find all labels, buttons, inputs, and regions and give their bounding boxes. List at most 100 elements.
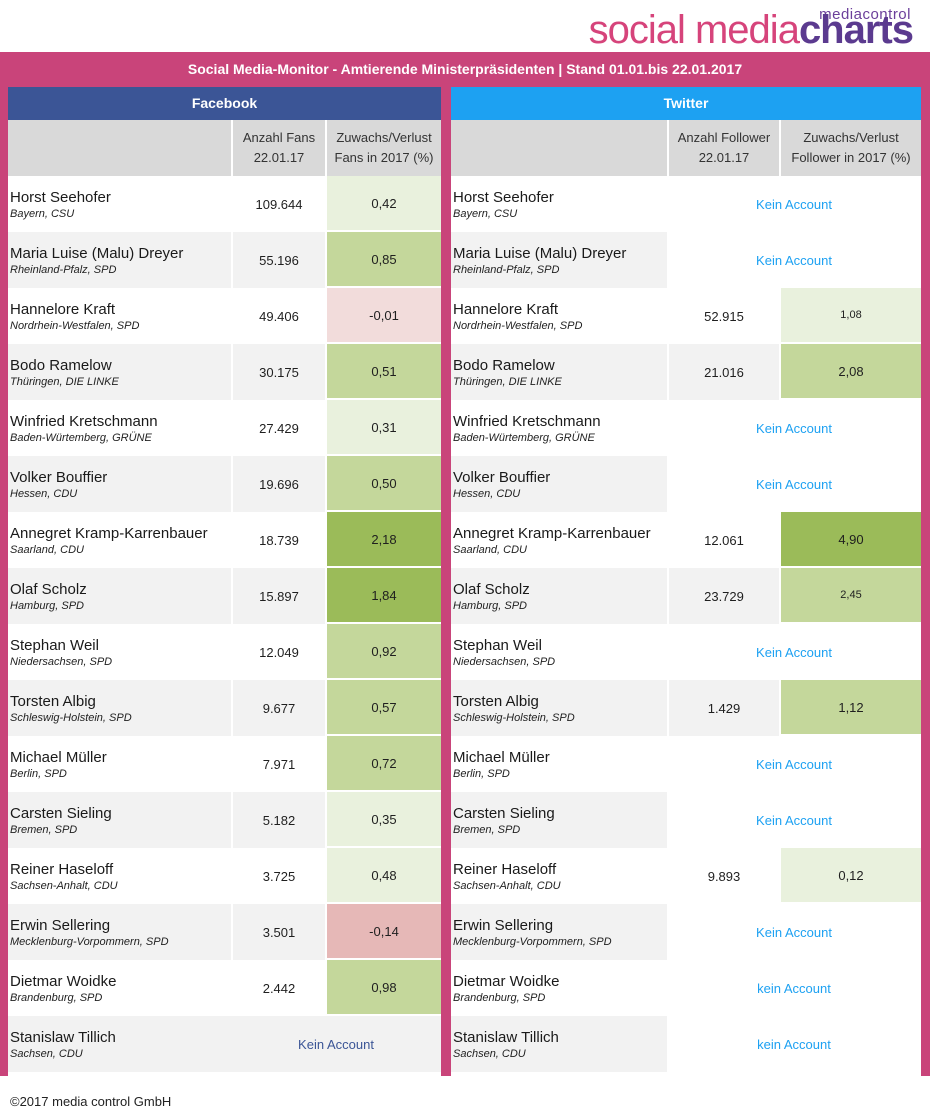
person-name: Stephan Weil	[10, 636, 99, 654]
copyright: ©2017 media control GmbH	[10, 1094, 172, 1109]
change-cell: 1,08	[779, 288, 921, 344]
no-account-label: kein Account	[757, 980, 831, 996]
logo-mediacontrol: mediacontrol	[819, 6, 911, 23]
change-cell: 4,90	[779, 512, 921, 568]
facebook-rows: Horst Seehofer Bayern, CSU 109.644 0,42 Mari…	[8, 176, 441, 1072]
count-cell: 5.182	[231, 792, 325, 848]
person-name: Hannelore Kraft	[10, 300, 116, 318]
person-cell: Erwin Sellering Mecklenburg-Vorpommern, S…	[8, 904, 231, 960]
person-cell: Torsten Albig Schleswig-Holstein, SPD	[451, 680, 667, 736]
person-region: Schleswig-Holstein, SPD	[453, 711, 575, 724]
table-row: Horst Seehofer Bayern, CSU 109.644 0,42	[8, 176, 441, 232]
person-cell: Michael Müller Berlin, SPD	[8, 736, 231, 792]
count-cell: 3.725	[231, 848, 325, 904]
person-name: Reiner Haseloff	[453, 860, 557, 878]
count-cell: 9.893	[667, 848, 779, 904]
table-row: Stephan Weil Niedersachsen, SPD 12.049 0,92	[8, 624, 441, 680]
person-region: Schleswig-Holstein, SPD	[10, 711, 132, 724]
count-cell: 23.729	[667, 568, 779, 624]
person-cell: Erwin Sellering Mecklenburg-Vorpommern, S…	[451, 904, 667, 960]
table-row: Dietmar Woidke Brandenburg, SPD kein Accou…	[451, 960, 921, 1016]
count-cell: 30.175	[231, 344, 325, 400]
person-cell: Maria Luise (Malu) Dreyer Rheinland-Pfalz…	[451, 232, 667, 288]
table-row: Horst Seehofer Bayern, CSU Kein Account	[451, 176, 921, 232]
table-row: Carsten Sieling Bremen, SPD Kein Account	[451, 792, 921, 848]
table-row: Winfried Kretschmann Baden-Würtemberg, GR…	[451, 400, 921, 456]
count-cell: 15.897	[231, 568, 325, 624]
no-account-label: kein Account	[757, 1036, 831, 1052]
person-region: Niedersachsen, SPD	[10, 655, 113, 668]
change-cell: 0,31	[325, 400, 441, 456]
person-region: Berlin, SPD	[10, 767, 67, 780]
no-account-label: Kein Account	[756, 644, 832, 660]
person-cell: Stephan Weil Niedersachsen, SPD	[451, 624, 667, 680]
twitter-header: Twitter	[451, 87, 921, 120]
facebook-header: Facebook	[8, 87, 441, 120]
person-region: Berlin, SPD	[453, 767, 510, 780]
person-cell: Dietmar Woidke Brandenburg, SPD	[8, 960, 231, 1016]
col-fans: Anzahl Fans 22.01.17	[231, 120, 325, 176]
person-region: Brandenburg, SPD	[10, 991, 103, 1004]
person-region: Sachsen-Anhalt, CDU	[10, 879, 118, 892]
twitter-rows: Horst Seehofer Bayern, CSU Kein Account Mar…	[451, 176, 921, 1072]
person-region: Mecklenburg-Vorpommern, SPD	[453, 935, 612, 948]
table-row: Erwin Sellering Mecklenburg-Vorpommern, S…	[8, 904, 441, 960]
no-account-label: Kein Account	[231, 1016, 441, 1072]
no-account-label: Kein Account	[756, 252, 832, 268]
person-name: Carsten Sieling	[10, 804, 112, 822]
table-row: Volker Bouffier Hessen, CDU Kein Account	[451, 456, 921, 512]
col-fans-change: Zuwachs/Verlust Fans in 2017 (%)	[325, 120, 441, 176]
person-cell: Winfried Kretschmann Baden-Würtemberg, GR…	[451, 400, 667, 456]
logo-wordmark: social mediacharts	[588, 8, 914, 52]
person-name: Maria Luise (Malu) Dreyer	[10, 244, 184, 262]
no-account-label: Kein Account	[756, 924, 832, 940]
person-region: Hessen, CDU	[453, 487, 521, 500]
table-row: Stanislaw Tillich Sachsen, CDU kein Accoun…	[451, 1016, 921, 1072]
table-row: Torsten Albig Schleswig-Holstein, SPD 1.42…	[451, 680, 921, 736]
person-name: Dietmar Woidke	[453, 972, 560, 990]
change-cell: 0,50	[325, 456, 441, 512]
person-region: Thüringen, DIE LINKE	[453, 375, 562, 388]
change-cell: 0,57	[325, 680, 441, 736]
change-cell: 0,51	[325, 344, 441, 400]
person-name: Carsten Sieling	[453, 804, 555, 822]
no-account-label: Kein Account	[756, 196, 832, 212]
count-cell: 52.915	[667, 288, 779, 344]
table-row: Winfried Kretschmann Baden-Würtemberg, GR…	[8, 400, 441, 456]
count-cell: 12.049	[231, 624, 325, 680]
count-cell: 1.429	[667, 680, 779, 736]
count-cell: 12.061	[667, 512, 779, 568]
table-row: Volker Bouffier Hessen, CDU 19.696 0,50	[8, 456, 441, 512]
page-title: Social Media-Monitor - Amtierende Minist…	[187, 61, 743, 77]
person-name: Stephan Weil	[453, 636, 542, 654]
person-name: Torsten Albig	[453, 692, 539, 710]
person-name: Winfried Kretschmann	[453, 412, 601, 430]
change-cell: 0,72	[325, 736, 441, 792]
table-row: Michael Müller Berlin, SPD 7.971 0,72	[8, 736, 441, 792]
person-name: Stanislaw Tillich	[10, 1028, 116, 1046]
no-account-label: Kein Account	[756, 420, 832, 436]
person-cell: Reiner Haseloff Sachsen-Anhalt, CDU	[451, 848, 667, 904]
table-row: Maria Luise (Malu) Dreyer Rheinland-Pfalz…	[8, 232, 441, 288]
count-cell: 9.677	[231, 680, 325, 736]
brand-logo: mediacontrol social mediacharts	[501, 4, 921, 50]
table-row: Hannelore Kraft Nordrhein-Westfalen, SPD 5…	[451, 288, 921, 344]
change-cell: 0,35	[325, 792, 441, 848]
person-cell: Horst Seehofer Bayern, CSU	[451, 176, 667, 232]
table-row: Michael Müller Berlin, SPD Kein Account	[451, 736, 921, 792]
change-cell: 0,98	[325, 960, 441, 1016]
person-region: Nordrhein-Westfalen, SPD	[10, 319, 140, 332]
person-region: Baden-Würtemberg, GRÜNE	[10, 431, 152, 444]
table-row: Annegret Kramp-Karrenbauer Saarland, CDU 1…	[451, 512, 921, 568]
person-name: Horst Seehofer	[10, 188, 111, 206]
person-region: Sachsen-Anhalt, CDU	[453, 879, 561, 892]
person-cell: Torsten Albig Schleswig-Holstein, SPD	[8, 680, 231, 736]
change-cell: 2,45	[779, 568, 921, 624]
person-cell: Horst Seehofer Bayern, CSU	[8, 176, 231, 232]
person-name: Bodo Ramelow	[453, 356, 555, 374]
table-row: Stanislaw Tillich Sachsen, CDU Kein Accoun…	[8, 1016, 441, 1072]
person-region: Hamburg, SPD	[10, 599, 84, 612]
person-cell: Carsten Sieling Bremen, SPD	[8, 792, 231, 848]
person-name: Horst Seehofer	[453, 188, 554, 206]
table-row: Reiner Haseloff Sachsen-Anhalt, CDU 9.893 0…	[451, 848, 921, 904]
